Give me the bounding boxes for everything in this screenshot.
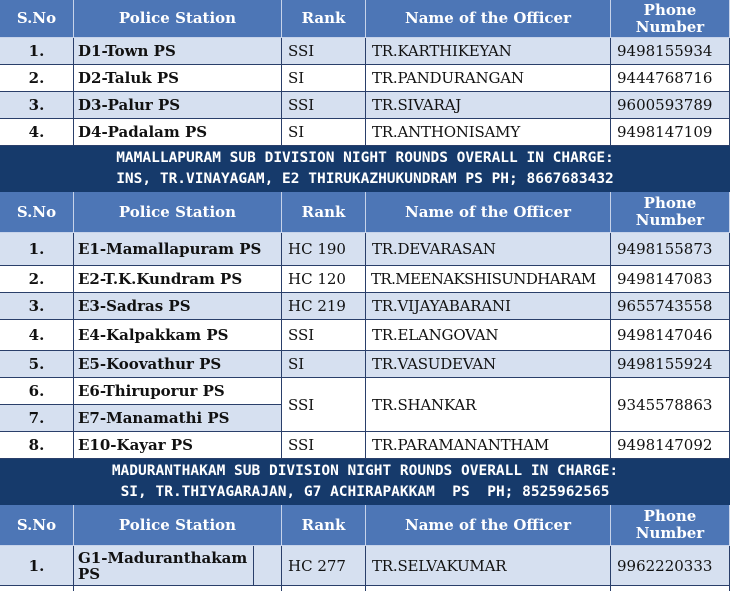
d-row-1-officer: TR.KARTHIKEYAN: [366, 38, 611, 65]
e-row-8-phone: 9498147092: [611, 432, 730, 459]
header-officer-name: Name of the Officer: [366, 505, 611, 546]
e-row-5-station: E5-Koovathur PS: [74, 351, 282, 378]
e-row-2-station: E2-T.K.Kundram PS: [74, 266, 282, 293]
d-row-2-officer: TR.PANDURANGAN: [366, 65, 611, 92]
e-row-5-phone: 9498155924: [611, 351, 730, 378]
g-row-1-sno: 1.: [0, 546, 74, 586]
d-row-2-station: D2-Taluk PS: [74, 65, 282, 92]
d-row-3-sno: 3.: [0, 92, 74, 119]
header-phone-number: Phone Number: [611, 505, 730, 546]
d-row-2-phone: 9444768716: [611, 65, 730, 92]
header-rank: Rank: [282, 505, 366, 546]
header-sno: S.No: [0, 505, 74, 546]
maduranthakam-incharge-banner: MADURANTHAKAM SUB DIVISION NIGHT ROUNDS …: [0, 459, 730, 505]
e-row-8-sno: 8.: [0, 432, 74, 459]
e-row-7-sno: 7.: [0, 405, 74, 432]
e-row-8-rank: SSI: [282, 432, 366, 459]
d-row-2-sno: 2.: [0, 65, 74, 92]
g-row-2-partial: [366, 586, 611, 591]
e-row-8-officer: TR.PARAMANANTHAM: [366, 432, 611, 459]
header-sno: S.No: [0, 0, 74, 38]
e-row-4-station: E4-Kalpakkam PS: [74, 320, 282, 351]
e-row-1-station: E1-Mamallapuram PS: [74, 233, 282, 266]
e-row-5-officer: TR.VASUDEVAN: [366, 351, 611, 378]
e-row-1-officer: TR.DEVARASAN: [366, 233, 611, 266]
g-row-2-partial: [611, 586, 730, 591]
d-row-1-station: D1-Town PS: [74, 38, 282, 65]
mamallapuram-banner-line-1: MAMALLAPURAM SUB DIVISION NIGHT ROUNDS O…: [116, 150, 614, 166]
e-row-6-station: E6-Thiruporur PS: [74, 378, 282, 405]
e-row-2-sno: 2.: [0, 266, 74, 293]
e-row-3-officer: TR.VIJAYABARANI: [366, 293, 611, 320]
d-row-4-phone: 9498147109: [611, 119, 730, 146]
header-sno: S.No: [0, 192, 74, 233]
g-row-1-officer: TR.SELVAKUMAR: [366, 546, 611, 586]
e-row-6-7-officer: TR.SHANKAR: [366, 378, 611, 432]
e-row-4-officer: TR.ELANGOVAN: [366, 320, 611, 351]
g-row-2-partial: [282, 586, 366, 591]
e-row-3-rank: HC 219: [282, 293, 366, 320]
e-row-6-7-rank: SSI: [282, 378, 366, 432]
mamallapuram-incharge-banner: MAMALLAPURAM SUB DIVISION NIGHT ROUNDS O…: [0, 146, 730, 192]
header-rank: Rank: [282, 192, 366, 233]
d-row-1-sno: 1.: [0, 38, 74, 65]
header-phone-number: Phone Number: [611, 0, 730, 38]
e-row-2-officer: TR.MEENAKSHISUNDHARAM: [366, 266, 611, 293]
e-row-3-station: E3-Sadras PS: [74, 293, 282, 320]
g-row-1-station-pad: [254, 546, 282, 586]
mamallapuram-banner-line-2: INS, TR.VINAYAGAM, E2 THIRUKAZHUKUNDRAM …: [116, 171, 614, 187]
header-police-station: Police Station: [74, 192, 282, 233]
e-row-2-phone: 9498147083: [611, 266, 730, 293]
g-row-1-phone: 9962220333: [611, 546, 730, 586]
header-officer-name: Name of the Officer: [366, 0, 611, 38]
d-row-3-phone: 9600593789: [611, 92, 730, 119]
e-row-1-sno: 1.: [0, 233, 74, 266]
header-rank: Rank: [282, 0, 366, 38]
d-row-1-phone: 9498155934: [611, 38, 730, 65]
d-row-4-rank: SI: [282, 119, 366, 146]
g-row-2-partial: [74, 586, 282, 591]
e-row-5-sno: 5.: [0, 351, 74, 378]
e-row-4-sno: 4.: [0, 320, 74, 351]
e-row-1-rank: HC 190: [282, 233, 366, 266]
e-row-1-phone: 9498155873: [611, 233, 730, 266]
e-row-6-sno: 6.: [0, 378, 74, 405]
header-phone-number: Phone Number: [611, 192, 730, 233]
d-row-3-station: D3-Palur PS: [74, 92, 282, 119]
e-row-4-rank: SSI: [282, 320, 366, 351]
d-row-4-officer: TR.ANTHONISAMY: [366, 119, 611, 146]
g-row-1-rank: HC 277: [282, 546, 366, 586]
e-row-7-station: E7-Manamathi PS: [74, 405, 282, 432]
e-row-6-7-phone: 9345578863: [611, 378, 730, 432]
g-row-2-partial: [0, 586, 74, 591]
d-row-2-rank: SI: [282, 65, 366, 92]
e-row-3-sno: 3.: [0, 293, 74, 320]
g-row-1-station: G1-Maduranthakam PS: [74, 546, 254, 586]
e-row-3-phone: 9655743558: [611, 293, 730, 320]
e-row-2-rank: HC 120: [282, 266, 366, 293]
header-officer-name: Name of the Officer: [366, 192, 611, 233]
e-row-5-rank: SI: [282, 351, 366, 378]
maduranthakam-banner-line-1: MADURANTHAKAM SUB DIVISION NIGHT ROUNDS …: [111, 463, 619, 479]
header-police-station: Police Station: [74, 0, 282, 38]
e-row-8-station: E10-Kayar PS: [74, 432, 282, 459]
d-row-4-station: D4-Padalam PS: [74, 119, 282, 146]
d-row-4-sno: 4.: [0, 119, 74, 146]
header-police-station: Police Station: [74, 505, 282, 546]
d-row-3-officer: TR.SIVARAJ: [366, 92, 611, 119]
d-row-3-rank: SSI: [282, 92, 366, 119]
d-row-1-rank: SSI: [282, 38, 366, 65]
e-row-4-phone: 9498147046: [611, 320, 730, 351]
maduranthakam-banner-line-2: SI, TR.THIYAGARAJAN, G7 ACHIRAPAKKAM PS …: [120, 484, 610, 500]
